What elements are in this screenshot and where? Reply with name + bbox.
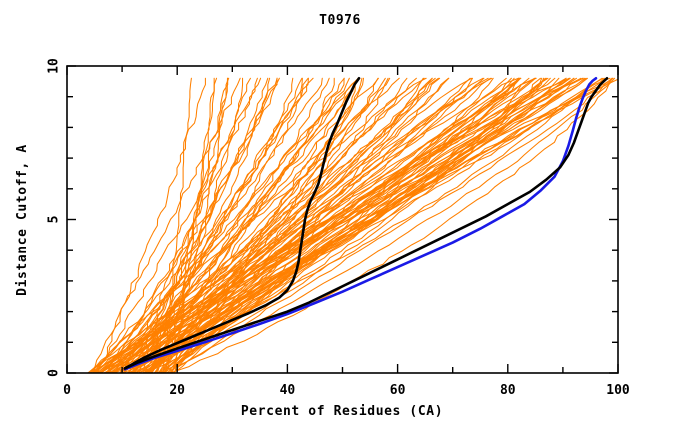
ensemble-curve [104, 77, 360, 373]
ensemble-curve [109, 78, 618, 373]
ensemble-curve [92, 77, 262, 373]
x-tick-label: 60 [390, 383, 406, 398]
ensemble-curve [122, 77, 570, 373]
axis-ticks [66, 65, 619, 374]
ensemble-curves-layer [87, 77, 618, 373]
y-tick-label: 0 [47, 369, 62, 377]
x-tick-label: 80 [500, 383, 516, 398]
ensemble-curve [97, 77, 474, 373]
ensemble-curve [92, 77, 360, 373]
x-axis-title: Percent of Residues (CA) [241, 404, 443, 419]
ensemble-curve [122, 77, 611, 373]
ensemble-curve [147, 77, 493, 373]
ensemble-curve [106, 77, 433, 373]
x-tick-label: 100 [606, 383, 630, 398]
highlight-curve-black-steep-model [123, 76, 361, 370]
ensemble-curve [90, 77, 241, 373]
y-axis-title: Distance Cutoff, A [15, 144, 30, 296]
ensemble-curve [128, 77, 400, 373]
ensemble-curve [98, 77, 535, 373]
ensemble-curve [96, 77, 520, 373]
ensemble-curve [106, 77, 323, 373]
ensemble-curve [119, 77, 251, 373]
ensemble-curve [119, 77, 269, 373]
ensemble-curve [172, 77, 613, 373]
ensemble-curve [143, 77, 541, 373]
ensemble-curve [97, 77, 206, 373]
ensemble-curve [108, 77, 389, 373]
ensemble-curve [108, 77, 280, 373]
ensemble-curve [112, 77, 586, 373]
ensemble-curve [87, 77, 614, 373]
ensemble-curve [87, 77, 427, 373]
ensemble-curve [157, 77, 520, 373]
y-tick-label: 10 [47, 58, 62, 74]
ensemble-curve [172, 77, 515, 373]
ensemble-curve [156, 77, 494, 373]
highlight-curves-layer [123, 76, 609, 371]
x-tick-label: 20 [169, 383, 185, 398]
x-tick-label: 40 [280, 383, 296, 398]
axis-tick-labels: 0 20 40 60 80 100 0 5 10 [47, 58, 630, 398]
x-tick-label: 0 [63, 383, 71, 398]
ensemble-curve [100, 77, 258, 373]
ensemble-curve [143, 77, 582, 373]
highlight-curve-blue-reference-model [123, 76, 598, 371]
ensemble-curve [91, 77, 309, 373]
ensemble-curve [169, 77, 616, 373]
ensemble-curve [106, 77, 575, 373]
highlight-curve-black-broad-model [123, 76, 609, 370]
ensemble-curve [147, 77, 588, 373]
ensemble-curve [128, 77, 567, 373]
ensemble-curve [138, 77, 278, 373]
page-title: T0976 [319, 13, 361, 28]
ensemble-curve [109, 77, 345, 373]
ensemble-curve [131, 77, 604, 373]
y-tick-label: 5 [47, 216, 62, 224]
ensemble-curve [147, 77, 614, 373]
